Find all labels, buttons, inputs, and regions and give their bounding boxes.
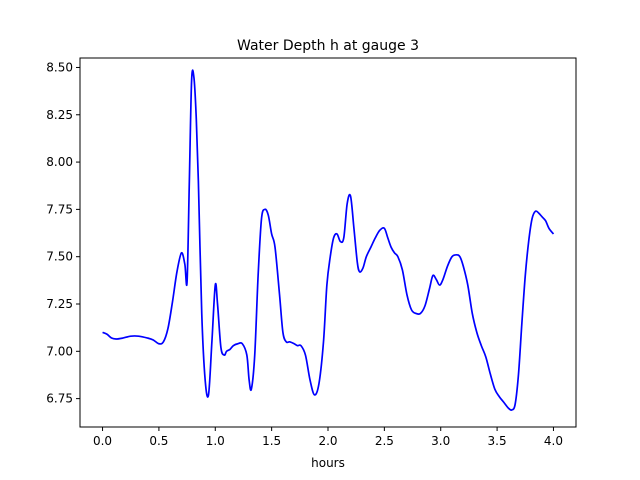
y-tick-label: 8.50 [46,60,73,74]
data-layer [102,69,555,411]
chart-title: Water Depth h at gauge 3 [237,38,419,54]
x-tick-label: 1.0 [206,434,225,448]
plot-area: 0.0 0.5 1.0 1.5 2.0 2.5 3.0 3.5 4.0 6.75 7.00 7.25… [46,57,577,448]
y-tick-label: 7.75 [46,202,73,216]
y-tick-label: 8.25 [46,108,73,122]
x-tick-label: 4.0 [544,434,563,448]
y-tick-label: 8.00 [46,155,73,169]
x-tick-label: 3.5 [488,434,507,448]
water-depth-line [102,69,555,411]
x-tick-label: 2.0 [318,434,337,448]
x-tick-label: 0.5 [149,434,168,448]
x-axis-label: hours [311,456,345,470]
y-tick-label: 6.75 [46,392,73,406]
x-tick-label: 2.5 [375,434,394,448]
x-tick-label: 3.0 [431,434,450,448]
y-tick-label: 7.50 [46,250,73,264]
y-tick-label: 7.00 [46,344,73,358]
y-axis-ticks: 6.75 7.00 7.25 7.50 7.75 8.00 8.25 8.50 [46,60,80,406]
x-tick-label: 1.5 [262,434,281,448]
x-tick-label: 0.0 [93,434,112,448]
x-axis-ticks: 0.0 0.5 1.0 1.5 2.0 2.5 3.0 3.5 4.0 [93,427,563,448]
y-tick-label: 7.25 [46,297,73,311]
